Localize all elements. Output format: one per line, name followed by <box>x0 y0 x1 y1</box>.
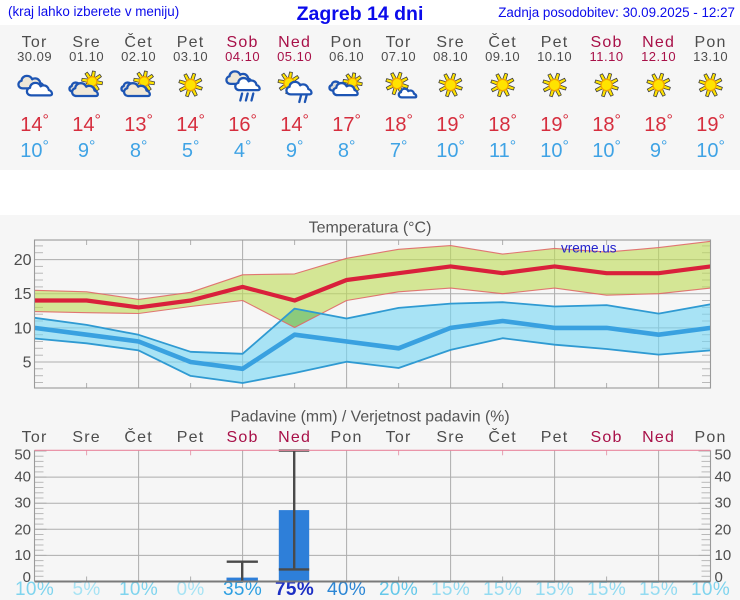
svg-text:vreme.us: vreme.us <box>561 241 617 256</box>
svg-text:10: 10 <box>715 547 732 564</box>
svg-text:5: 5 <box>23 355 32 372</box>
svg-text:Temperatura (°C): Temperatura (°C) <box>309 220 432 237</box>
svg-text:0: 0 <box>23 569 31 586</box>
svg-text:20: 20 <box>715 521 732 538</box>
svg-text:20: 20 <box>14 521 31 538</box>
svg-text:30: 30 <box>14 495 31 512</box>
svg-text:40: 40 <box>715 469 732 486</box>
svg-text:50: 50 <box>14 447 31 464</box>
svg-text:30: 30 <box>715 495 732 512</box>
svg-text:50: 50 <box>715 447 732 464</box>
svg-text:10: 10 <box>14 547 31 564</box>
svg-text:Padavine (mm) / Verjetnost pad: Padavine (mm) / Verjetnost padavin (%) <box>230 409 509 426</box>
svg-text:0: 0 <box>715 569 723 586</box>
svg-text:10: 10 <box>14 320 32 337</box>
svg-text:15: 15 <box>14 286 32 303</box>
svg-text:40: 40 <box>14 469 31 486</box>
svg-text:20: 20 <box>14 252 32 269</box>
